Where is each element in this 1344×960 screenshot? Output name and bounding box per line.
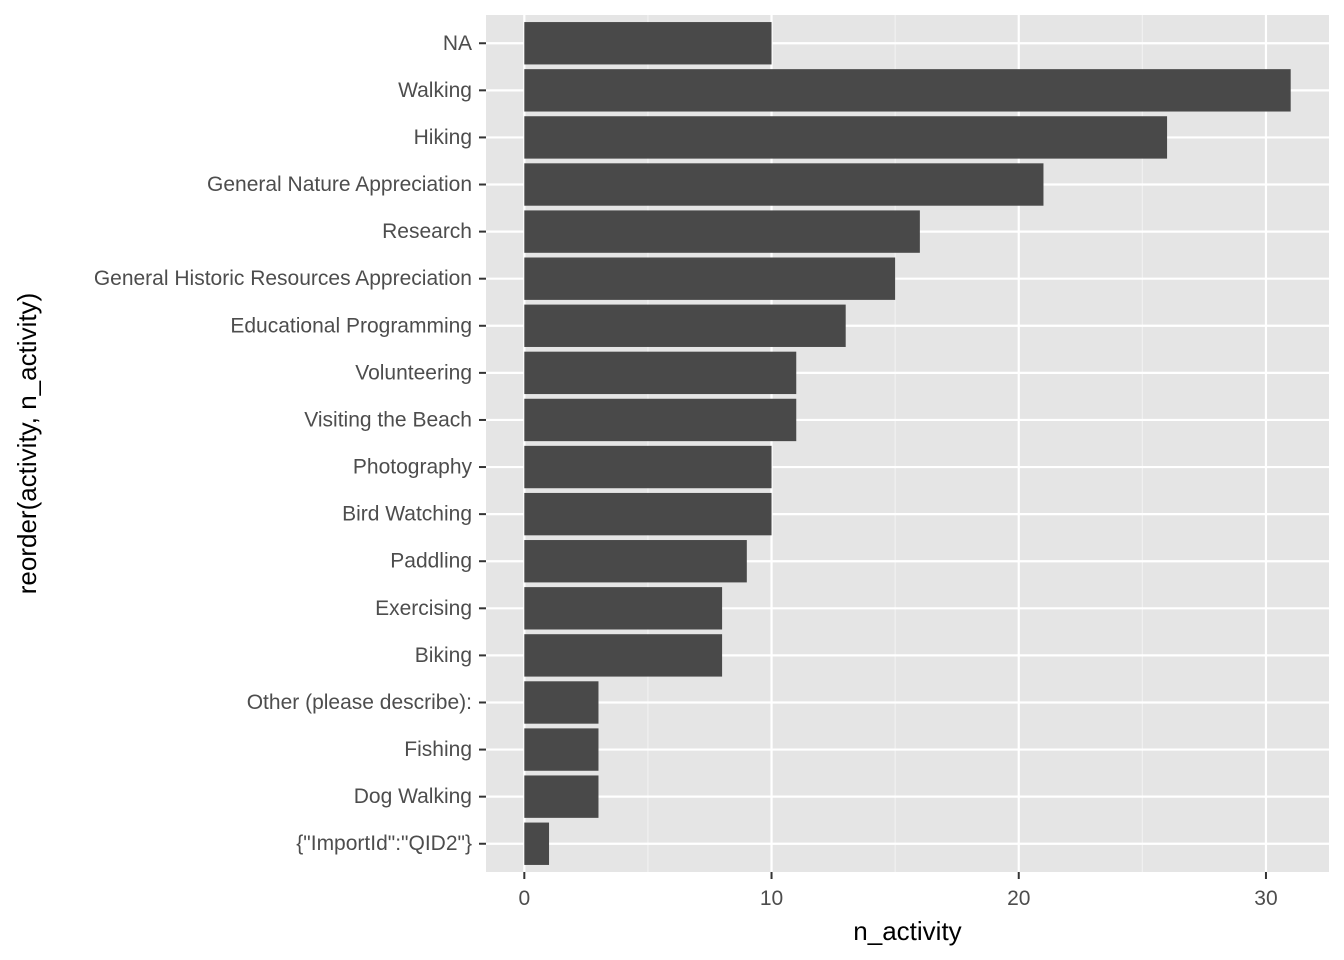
- bar: [524, 210, 920, 253]
- bar: [524, 822, 550, 865]
- x-tick-label: 10: [760, 887, 783, 910]
- x-tick-label: 20: [1007, 887, 1030, 910]
- y-tick-label: General Nature Appreciation: [207, 173, 472, 196]
- y-tick-label: Dog Walking: [354, 785, 472, 808]
- x-tick-label: 0: [518, 887, 530, 910]
- x-axis: 0 10 20 30: [518, 872, 1278, 910]
- bar: [524, 257, 896, 300]
- y-tick-label: Research: [382, 220, 472, 243]
- y-tick-label: Walking: [398, 79, 472, 102]
- bar: [524, 587, 723, 630]
- y-tick-label: Paddling: [390, 550, 472, 573]
- y-tick-label: Biking: [415, 644, 472, 667]
- y-tick-label: Educational Programming: [230, 314, 472, 337]
- y-tick-label: Exercising: [375, 597, 472, 620]
- x-axis-title: n_activity: [853, 916, 961, 946]
- bar: [524, 492, 772, 536]
- y-tick-label: General Historic Resources Appreciation: [94, 267, 472, 290]
- bar: [524, 681, 599, 724]
- y-axis: NA Walking Hiking General Nature Appreciati…: [94, 32, 486, 855]
- bar: [524, 775, 599, 818]
- y-tick-label: Other (please describe):: [247, 691, 472, 714]
- y-tick-label: Bird Watching: [342, 503, 472, 526]
- bar: [524, 445, 772, 489]
- y-tick-label: Volunteering: [355, 361, 472, 384]
- bar: [524, 163, 1044, 206]
- bar: [524, 728, 599, 771]
- bar: [524, 540, 747, 583]
- y-tick-label: Hiking: [414, 126, 472, 149]
- bar: [524, 116, 1168, 159]
- bar: [524, 398, 797, 442]
- y-tick-label: Visiting the Beach: [304, 408, 472, 431]
- bar: [524, 22, 772, 65]
- bars: [524, 22, 1291, 865]
- bar: [524, 304, 846, 347]
- bar: [524, 69, 1291, 112]
- bar: [524, 351, 797, 395]
- x-tick-label: 30: [1254, 887, 1277, 910]
- y-tick-label: NA: [443, 32, 472, 55]
- y-tick-label: {"ImportId":"QID2"}: [296, 832, 472, 855]
- y-tick-label: Photography: [353, 456, 473, 479]
- bar: [524, 634, 723, 677]
- y-axis-title: reorder(activity, n_activity): [12, 293, 42, 595]
- y-tick-label: Fishing: [404, 738, 472, 761]
